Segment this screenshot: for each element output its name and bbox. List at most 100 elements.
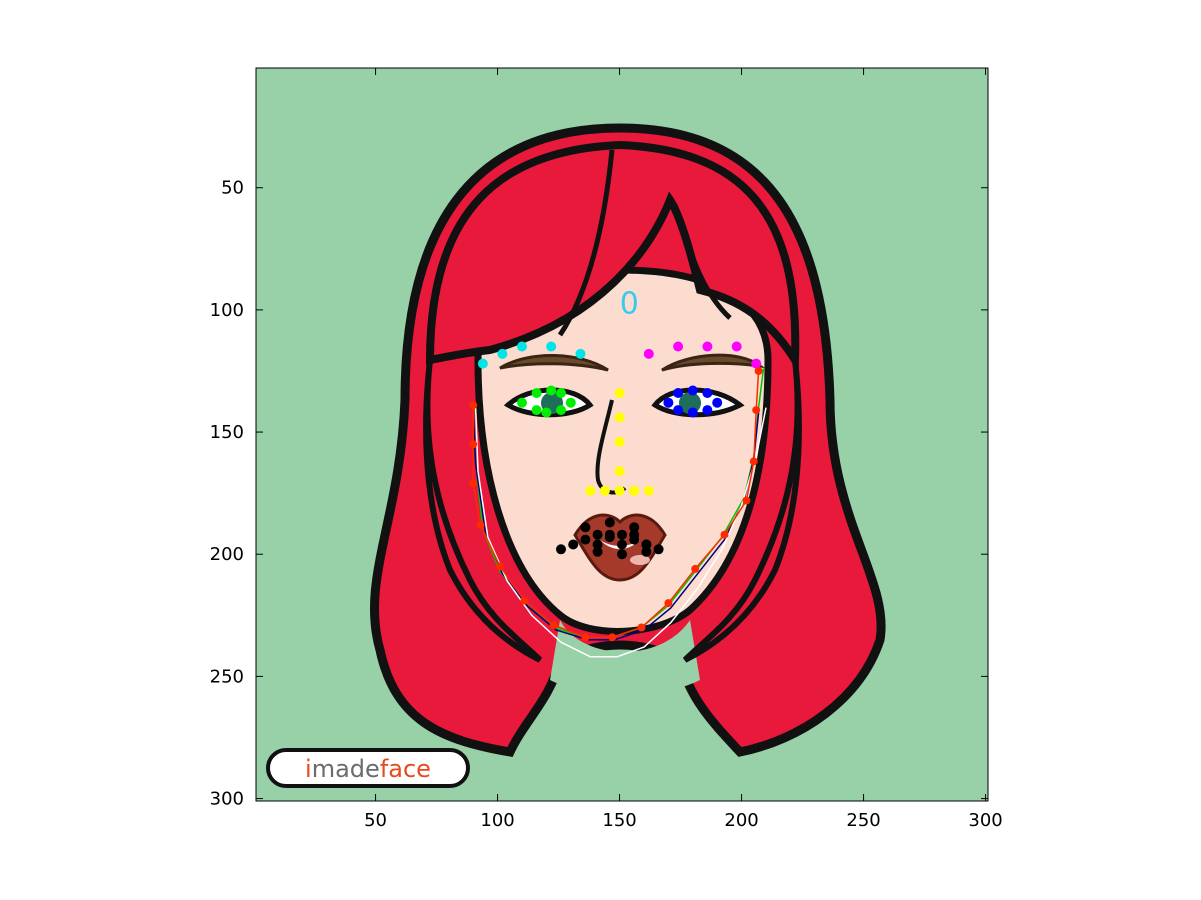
landmark-point bbox=[617, 539, 627, 550]
y-tick-label: 250 bbox=[210, 666, 244, 687]
logo-text-part1: i bbox=[305, 755, 312, 783]
y-tick-label: 150 bbox=[210, 422, 244, 443]
y-tick-label: 50 bbox=[221, 178, 244, 199]
landmark-point bbox=[754, 367, 763, 375]
landmark-point bbox=[663, 397, 674, 408]
landmark-points bbox=[469, 341, 763, 642]
landmark-point bbox=[469, 440, 478, 449]
logo-text: imadeface bbox=[305, 755, 431, 783]
hair-lock-right bbox=[682, 359, 802, 663]
axis-ticks bbox=[256, 68, 988, 801]
landmark-point bbox=[592, 529, 603, 540]
landmark-point bbox=[556, 388, 566, 398]
landmark-point bbox=[541, 407, 552, 418]
landmark-point bbox=[477, 358, 488, 369]
landmark-point bbox=[643, 485, 654, 496]
landmark-point bbox=[617, 529, 627, 540]
x-axis-tick-labels: 50 100 150 200 250 300 bbox=[364, 810, 1003, 831]
landmark-point bbox=[592, 546, 603, 557]
y-tick-label: 100 bbox=[210, 300, 244, 321]
landmark-point bbox=[469, 479, 478, 488]
hair-strand-line-2 bbox=[672, 204, 732, 320]
landmark-point bbox=[556, 405, 566, 416]
neck-area bbox=[550, 620, 700, 695]
landmark-point bbox=[546, 385, 557, 396]
landmark-point bbox=[604, 517, 615, 528]
landmark-point bbox=[575, 348, 586, 359]
landmark-point bbox=[629, 522, 640, 533]
fitted-curve-3 bbox=[474, 407, 767, 658]
y-tick-label: 200 bbox=[210, 544, 244, 565]
x-tick-label: 250 bbox=[846, 810, 880, 831]
landmark-point bbox=[673, 388, 684, 398]
landmark-point bbox=[687, 407, 698, 418]
landmark-point bbox=[608, 633, 617, 642]
landmark-point bbox=[580, 534, 591, 545]
x-tick-label: 300 bbox=[968, 810, 1002, 831]
landmark-point bbox=[673, 341, 684, 352]
landmark-point bbox=[641, 546, 652, 557]
landmark-point bbox=[476, 520, 485, 529]
landmark-point bbox=[751, 358, 762, 369]
logo-badge bbox=[266, 748, 470, 788]
landmark-point bbox=[565, 397, 576, 408]
landmark-point bbox=[720, 530, 729, 539]
landmark-point bbox=[614, 388, 625, 398]
hair-bangs bbox=[425, 140, 800, 374]
landmark-point bbox=[469, 401, 478, 410]
landmark-point bbox=[531, 388, 542, 398]
landmark-point bbox=[687, 385, 698, 396]
landmark-point bbox=[691, 564, 700, 573]
eyebrow-left bbox=[499, 353, 609, 372]
logo-text-part3: face bbox=[380, 755, 431, 783]
y-axis-tick-labels: 50 100 150 200 250 300 bbox=[210, 178, 244, 810]
landmark-point bbox=[749, 457, 758, 466]
landmark-point bbox=[497, 348, 508, 359]
landmark-point bbox=[585, 485, 596, 496]
axes-frame bbox=[255, 67, 989, 802]
landmark-point bbox=[673, 405, 684, 416]
landmark-point bbox=[517, 397, 527, 408]
landmark-point bbox=[520, 596, 529, 605]
landmark-point bbox=[752, 406, 761, 415]
landmark-point bbox=[581, 633, 590, 642]
x-tick-label: 100 bbox=[480, 810, 514, 831]
landmark-point bbox=[664, 599, 673, 608]
hair-strand-line bbox=[557, 149, 615, 337]
landmark-point bbox=[568, 539, 579, 550]
landmark-point bbox=[614, 466, 625, 477]
landmark-point bbox=[604, 529, 615, 540]
logo-text-part2: made bbox=[312, 755, 380, 783]
x-tick-label: 150 bbox=[602, 810, 636, 831]
y-tick-label: 300 bbox=[210, 789, 244, 810]
landmark-point bbox=[496, 562, 504, 571]
x-tick-label: 50 bbox=[364, 810, 387, 831]
landmark-point bbox=[712, 397, 723, 408]
landmark-point bbox=[637, 623, 646, 632]
landmark-point bbox=[614, 412, 625, 423]
annotation-label: 0 bbox=[620, 287, 639, 322]
teeth bbox=[600, 540, 640, 549]
landmark-point bbox=[599, 485, 610, 496]
landmark-point bbox=[629, 485, 640, 496]
landmark-point bbox=[614, 436, 625, 447]
hair-lock-left bbox=[423, 359, 543, 663]
landmark-point bbox=[549, 621, 558, 630]
landmark-point bbox=[702, 341, 713, 352]
face-illustration: imadeface bbox=[266, 123, 886, 788]
landmark-point bbox=[592, 539, 603, 550]
landmark-point bbox=[531, 405, 542, 416]
landmark-point bbox=[643, 348, 654, 359]
landmark-point bbox=[629, 529, 640, 540]
landmark-point bbox=[617, 549, 627, 560]
landmark-point bbox=[702, 388, 713, 398]
lip-highlight bbox=[630, 555, 650, 565]
landmark-point bbox=[641, 539, 652, 550]
landmark-point bbox=[731, 341, 742, 352]
landmark-point bbox=[742, 496, 751, 505]
landmark-point bbox=[580, 522, 591, 533]
landmark-point bbox=[546, 341, 557, 352]
x-tick-label: 200 bbox=[724, 810, 758, 831]
landmark-point bbox=[556, 544, 566, 555]
